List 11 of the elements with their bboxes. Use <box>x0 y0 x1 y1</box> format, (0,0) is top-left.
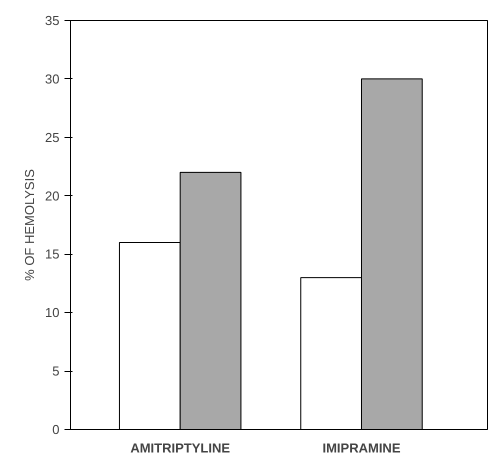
y-tick-label: 15 <box>45 246 60 262</box>
y-tick-label: 0 <box>52 422 60 437</box>
y-tick-label: 20 <box>45 188 60 204</box>
y-tick-label: 5 <box>52 364 60 379</box>
y-tick-label: 30 <box>45 71 60 86</box>
y-axis-title: % OF HEMOLYSIS <box>22 168 38 281</box>
x-tick-label: AMITRIPTYLINE <box>130 440 230 456</box>
y-tick-label: 25 <box>45 130 60 145</box>
y-tick-label: 10 <box>45 305 60 320</box>
y-tick-label: 35 <box>45 13 60 28</box>
x-tick-label: IMIPRAMINE <box>322 440 401 456</box>
